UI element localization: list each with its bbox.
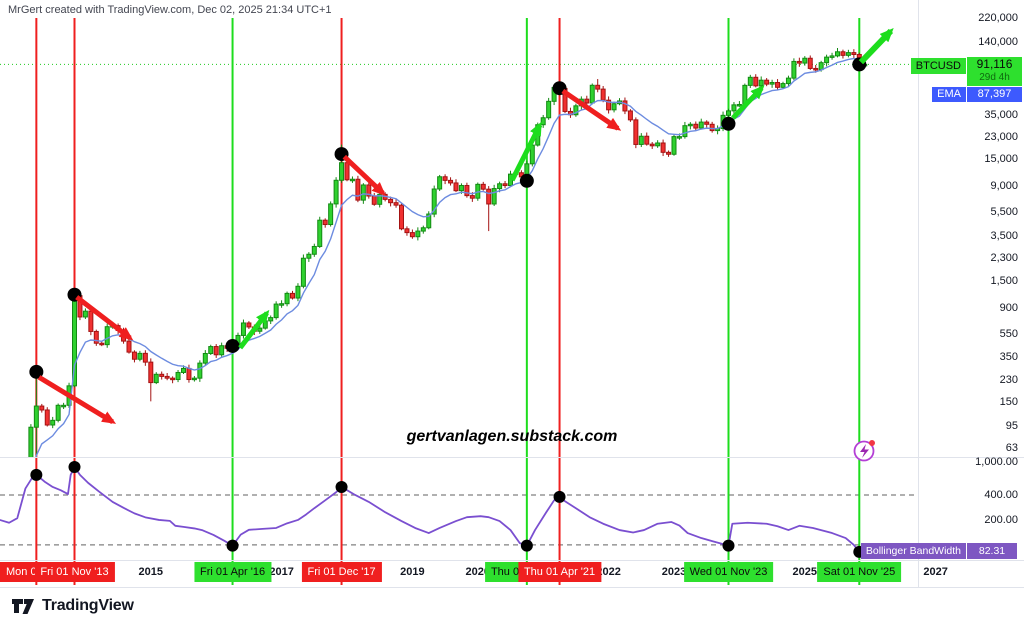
price-scale-label[interactable]: 1,500 [990, 274, 1018, 287]
price-scale-label[interactable]: 5,500 [990, 206, 1018, 219]
symbol-price-badge: 91,116 29d 4h [967, 57, 1022, 86]
candlestick-series [28, 48, 868, 457]
red-trend-arrow [37, 375, 117, 424]
bottom-logo-bar: TradingView [0, 590, 1024, 624]
price-scale-label[interactable]: 2,300 [990, 252, 1018, 265]
indicator-scale-label[interactable]: 200.00 [984, 513, 1018, 526]
marker-dot [722, 539, 735, 552]
marker-dot [68, 461, 81, 474]
marker-dot [519, 173, 534, 188]
marker-dot [226, 539, 239, 552]
time-axis-year-label[interactable]: 2017 [269, 566, 294, 578]
marker-dot [520, 539, 533, 552]
chart-canvas[interactable] [0, 0, 1024, 590]
tradingview-logo-text: TradingView [42, 596, 134, 614]
event-date-badge[interactable]: Fri 01 Dec '17 [301, 562, 382, 582]
time-axis-year-label[interactable]: 2023 [661, 566, 687, 578]
green-trend-arrow [858, 28, 894, 65]
bar-countdown: 29d 4h [979, 72, 1010, 83]
price-scale-label[interactable]: 220,000 [978, 11, 1018, 24]
red-trend-arrow [342, 154, 386, 196]
tradingview-logo-icon [12, 599, 34, 614]
bollinger-bandwidth-line[interactable] [0, 466, 909, 553]
price-scale-label[interactable]: 230 [999, 373, 1018, 386]
events-lightning-icon[interactable] [853, 440, 876, 462]
green-trend-arrow [509, 121, 543, 182]
bollinger-bandwidth-label-badge[interactable]: Bollinger BandWidth [860, 543, 966, 559]
marker-dot [335, 480, 348, 493]
time-axis-year-label[interactable]: 2015 [138, 566, 164, 578]
ema-label-badge[interactable]: EMA [932, 87, 966, 102]
symbol-last-price: 91,116 [976, 57, 1013, 71]
event-date-badge[interactable]: Fri 01 Apr '16 [194, 562, 272, 582]
price-scale-label[interactable]: 95 [1005, 420, 1018, 433]
marker-dot [721, 116, 736, 131]
indicator-scale-label[interactable]: 400.00 [984, 488, 1018, 501]
event-date-badge[interactable]: Thu 01 Apr '21 [517, 562, 602, 582]
time-axis-year-label[interactable]: 2025 [792, 566, 818, 578]
time-axis-year-label[interactable]: 2027 [923, 566, 948, 578]
price-scale-label[interactable]: 350 [999, 351, 1018, 364]
red-trend-arrow [561, 88, 622, 131]
tradingview-logo[interactable]: TradingView [12, 596, 134, 615]
red-trend-arrow [75, 295, 134, 341]
indicator-scale-label[interactable]: 1,000.00 [975, 456, 1018, 468]
watermark-text: gertvanlagen.substack.com [406, 428, 618, 445]
green-trend-arrow [238, 309, 270, 350]
bollinger-bandwidth-value-badge: 82.31 [967, 543, 1017, 559]
marker-dot [225, 338, 240, 353]
price-scale-label[interactable]: 3,500 [990, 230, 1018, 243]
ema-value-badge: 87,397 [967, 87, 1022, 102]
marker-dot [30, 468, 43, 481]
price-scale-label[interactable]: 900 [999, 301, 1018, 314]
green-trend-arrow [731, 85, 765, 120]
event-date-badge[interactable]: Sat 01 Nov '25 [817, 562, 902, 582]
time-axis-year-label[interactable]: 2022 [596, 566, 621, 578]
time-axis-year-label[interactable]: 2020 [465, 566, 491, 578]
attribution-text: MrGert created with TradingView.com, Dec… [8, 4, 332, 16]
price-scale-label[interactable]: 150 [999, 396, 1018, 409]
price-scale-label[interactable]: 9,000 [990, 180, 1018, 193]
marker-dot [553, 490, 566, 503]
event-date-badge[interactable]: Wed 01 Nov '23 [683, 562, 774, 582]
price-scale-label[interactable]: 63 [1005, 441, 1018, 454]
price-scale-label[interactable]: 550 [999, 327, 1018, 340]
event-date-badge[interactable]: Fri 01 Nov '13 [34, 562, 115, 582]
price-scale-label[interactable]: 35,000 [984, 108, 1018, 121]
symbol-label-badge[interactable]: BTCUSD [910, 58, 966, 74]
time-axis-year-label[interactable]: 2019 [400, 566, 425, 578]
price-scale-label[interactable]: 15,000 [984, 153, 1018, 166]
price-scale-label[interactable]: 140,000 [978, 35, 1018, 48]
price-scale-label[interactable]: 23,000 [984, 130, 1018, 143]
marker-dot [29, 364, 44, 379]
